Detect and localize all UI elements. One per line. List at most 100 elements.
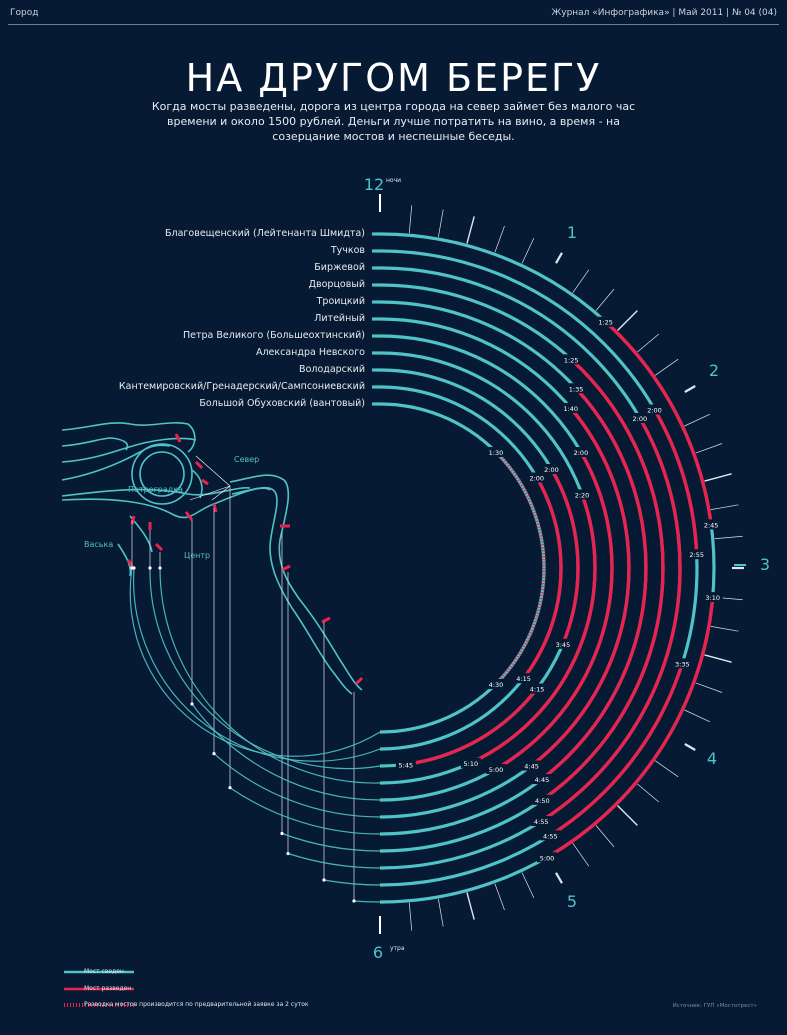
connector-dot xyxy=(280,831,284,836)
clock-tick xyxy=(595,825,615,848)
time-label-bg xyxy=(460,757,481,768)
ring-tail xyxy=(129,567,381,757)
ring-open xyxy=(495,451,614,771)
map-bridge-marks xyxy=(126,433,364,686)
time-label-bg xyxy=(552,638,573,649)
north-pointer xyxy=(189,455,231,501)
time-label-bg xyxy=(572,489,593,500)
time-label-bg xyxy=(531,816,552,827)
clock-tick xyxy=(710,626,739,632)
connector-dot xyxy=(322,878,326,882)
time-label: 4:55 xyxy=(534,818,549,826)
ring-tail xyxy=(191,703,381,801)
connector-dot xyxy=(148,566,152,570)
ring-tail xyxy=(149,567,381,770)
clock-tick xyxy=(572,269,590,293)
map-label-center: Центр xyxy=(184,551,211,560)
clock-tick xyxy=(684,413,711,427)
map-label-vaska: Васька xyxy=(84,540,114,549)
time-label-bg xyxy=(485,447,506,458)
legend-swatches xyxy=(64,970,134,1007)
connector-dot xyxy=(212,751,216,756)
time-label: 2:45 xyxy=(704,521,719,529)
clock-tick xyxy=(572,843,590,867)
ring-tail xyxy=(323,879,381,886)
time-label-bg xyxy=(531,774,552,785)
bridge-label: Благовещенский (Лейтенанта Шмидта) xyxy=(165,228,365,239)
time-labels: 1:25 2:45 3:10 5:00 2:00 2:55 3:35 4:55 2:00 4:55… xyxy=(395,316,723,863)
ring-open xyxy=(540,387,648,781)
time-label-bg xyxy=(532,794,553,805)
clock-tick xyxy=(521,237,535,264)
time-label: 2:20 xyxy=(575,491,590,499)
time-label-bg xyxy=(527,683,548,694)
time-label-bg xyxy=(395,759,416,770)
section-label: Город xyxy=(10,8,39,18)
ring-on-request xyxy=(494,450,546,686)
clock-tick xyxy=(466,216,475,244)
time-label: 1:30 xyxy=(489,449,504,457)
clock-tick xyxy=(494,225,505,253)
hour-label-4: 4 xyxy=(707,749,717,768)
time-label: 4:45 xyxy=(524,763,539,771)
ring-tail xyxy=(281,832,381,852)
clock-tick xyxy=(637,783,660,803)
clock-tick xyxy=(655,358,679,376)
issue-label: Журнал «Инфографика» | Май 2011 | № 04 (… xyxy=(551,8,777,18)
time-label-bg xyxy=(702,592,723,603)
time-label-bg xyxy=(540,830,561,841)
hour-label-2: 2 xyxy=(709,361,719,380)
time-label-bg xyxy=(485,678,506,689)
connector-dot xyxy=(228,786,232,790)
time-label: 2:00 xyxy=(529,475,544,483)
time-label-bg xyxy=(672,658,693,669)
clock-tick xyxy=(695,443,723,454)
time-label: 1:35 xyxy=(569,385,584,393)
ring-tail xyxy=(287,852,381,869)
hour-sup-6: утра xyxy=(390,945,405,952)
clock-tick xyxy=(555,872,563,884)
clock-tick xyxy=(494,883,505,911)
clock-tick xyxy=(714,535,743,540)
clock-tick xyxy=(408,205,413,234)
city-map xyxy=(61,422,364,695)
clock-tick xyxy=(617,805,638,826)
time-label: 1:25 xyxy=(598,319,613,327)
connector-dot xyxy=(286,851,290,856)
hour-label-5: 5 xyxy=(567,892,577,911)
bridge-label: Александра Невского xyxy=(255,347,365,358)
time-label: 4:30 xyxy=(489,681,504,689)
legend-open-label: Мост разведен xyxy=(84,985,132,992)
time-label: 1:40 xyxy=(563,405,578,413)
ring-tail xyxy=(132,567,381,762)
ring-open xyxy=(653,408,699,555)
hour-label-6: 6 xyxy=(373,943,383,962)
river-banks xyxy=(61,422,363,695)
time-label: 2:00 xyxy=(647,407,662,415)
legend-request-label: Разводка мостов производится по предвари… xyxy=(84,1001,309,1008)
time-label: 2:00 xyxy=(544,466,559,474)
ring-tail xyxy=(213,753,381,818)
time-label: 3:10 xyxy=(705,594,720,602)
ring-open xyxy=(604,320,713,525)
subtitle: Когда мосты разведены, дорога из центра … xyxy=(151,100,636,143)
ring-open xyxy=(546,596,715,859)
ring-closed xyxy=(379,283,665,853)
bridge-label: Биржевой xyxy=(314,262,365,273)
bridge-label: Дворцовый xyxy=(308,279,365,290)
time-label: 2:55 xyxy=(689,551,704,559)
time-label: 5:45 xyxy=(399,761,414,769)
clock-tick xyxy=(438,209,444,238)
time-label-bg xyxy=(561,354,582,365)
time-label-bg xyxy=(521,760,542,771)
time-label: 5:00 xyxy=(489,766,504,774)
hour-label-12: 12 xyxy=(364,175,384,194)
time-label-bg xyxy=(486,763,506,774)
hour-label-3: 3 xyxy=(760,555,770,574)
connector-dot xyxy=(130,566,134,570)
clock-tick xyxy=(466,892,475,920)
time-label: 3:35 xyxy=(675,660,690,668)
time-label-bg xyxy=(701,519,722,530)
connector-dot xyxy=(158,566,162,570)
